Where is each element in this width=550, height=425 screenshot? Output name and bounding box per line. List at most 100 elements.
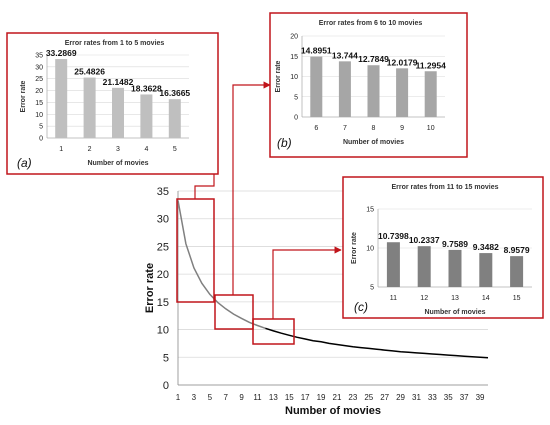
connector-b	[232, 81, 271, 295]
bar	[140, 94, 153, 138]
y-tick-label: 25	[35, 76, 43, 83]
y-axis-title: Error rate	[351, 232, 358, 264]
y-tick-label: 0	[163, 380, 169, 392]
x-tick-label: 7	[343, 125, 347, 132]
x-tick-label: 9	[400, 125, 404, 132]
x-tick-label: 14	[482, 295, 490, 302]
x-tick-label: 3	[116, 146, 120, 153]
panel-label: (a)	[17, 156, 32, 170]
bar-value-label: 25.4826	[74, 67, 105, 77]
bar-value-label: 9.7589	[442, 239, 468, 249]
panel-title: Error rates from 1 to 5 movies	[65, 40, 165, 47]
inset-panel-a: Error rates from 1 to 5 movies0510152025…	[6, 32, 219, 175]
x-tick-label: 15	[285, 393, 294, 402]
y-axis-title: Error rate	[20, 80, 27, 112]
x-axis-title: Number of movies	[424, 309, 485, 316]
panel-title: Error rates from 11 to 15 movies	[392, 184, 499, 191]
bar-value-label: 12.7849	[358, 54, 389, 64]
y-tick-label: 5	[370, 285, 374, 292]
x-tick-label: 11	[390, 295, 397, 302]
y-tick-label: 30	[157, 214, 169, 226]
bar	[83, 77, 96, 138]
highlight-box-b	[214, 294, 254, 330]
inset-panel-b: Error rates from 6 to 10 movies051015201…	[269, 12, 468, 158]
y-tick-label: 10	[157, 325, 169, 337]
x-tick-label: 6	[314, 125, 318, 132]
bar-value-label: 10.7398	[378, 231, 409, 241]
inset-panel-c: Error rates from 11 to 15 movies 5 10 15 10.…	[342, 176, 544, 319]
bar-value-label: 21.1482	[103, 77, 134, 87]
bar-value-label: 33.2869	[46, 48, 77, 58]
panel-title: Error rates from 6 to 10 movies	[319, 20, 423, 27]
bar-value-label: 10.2337	[409, 235, 440, 245]
bar-value-label: 8.9579	[504, 245, 530, 255]
y-tick-label: 0	[39, 136, 43, 143]
error-rate-line-late	[265, 327, 489, 359]
x-tick-label: 7	[223, 393, 228, 402]
x-tick-label: 12	[420, 295, 428, 302]
y-tick-label: 15	[366, 207, 374, 214]
y-tick-label: 20	[157, 269, 169, 281]
y-axis-title: Error rate	[144, 263, 156, 313]
x-tick-label: 39	[476, 393, 485, 402]
y-tick-label: 30	[35, 64, 43, 71]
x-tick-label: 31	[412, 393, 421, 402]
bar	[424, 71, 437, 117]
x-tick-label: 1	[59, 146, 63, 153]
highlight-box-a	[176, 198, 215, 303]
y-tick-label: 10	[35, 112, 43, 119]
bar	[396, 68, 409, 117]
x-tick-label: 23	[348, 393, 357, 402]
bar	[367, 65, 380, 117]
y-tick-label: 5	[39, 124, 43, 131]
y-tick-label: 10	[290, 74, 298, 81]
y-tick-label: 35	[157, 186, 169, 198]
y-tick-label: 20	[35, 88, 43, 95]
y-tick-label: 25	[157, 241, 169, 253]
x-tick-label: 4	[144, 146, 148, 153]
panel-frame	[342, 176, 544, 319]
bar	[310, 56, 323, 117]
y-tick-label: 15	[157, 297, 169, 309]
x-tick-label: 15	[513, 295, 521, 302]
x-tick-label: 5	[173, 146, 177, 153]
y-tick-label: 5	[163, 352, 169, 364]
x-tick-label: 37	[460, 393, 469, 402]
bar	[510, 256, 524, 287]
y-tick-label: 15	[35, 100, 43, 107]
x-tick-label: 25	[364, 393, 373, 402]
bar	[112, 87, 124, 138]
x-tick-label: 5	[208, 393, 213, 402]
bar-value-label: 12.0179	[387, 57, 418, 67]
x-tick-label: 13	[269, 393, 278, 402]
x-tick-label: 2	[88, 146, 92, 153]
bar-value-label: 9.3482	[473, 242, 499, 252]
bar	[417, 246, 431, 287]
x-tick-label: 8	[372, 125, 376, 132]
x-tick-label: 10	[427, 125, 435, 132]
bar-value-label: 11.2954	[416, 60, 447, 70]
error-rate-line-early	[177, 200, 266, 330]
x-tick-label: 3	[192, 393, 197, 402]
bar	[338, 61, 351, 117]
x-tick-label: 33	[428, 393, 437, 402]
x-tick-label: 9	[239, 393, 244, 402]
x-tick-label: 13	[451, 295, 459, 302]
bar	[55, 59, 68, 138]
x-axis-title: Number of movies	[87, 160, 148, 167]
bar	[479, 253, 493, 287]
y-tick-label: 10	[366, 246, 374, 253]
bar	[168, 99, 181, 138]
x-tick-label: 11	[253, 393, 262, 402]
x-tick-label: 27	[380, 393, 389, 402]
bar-value-label: 13.744	[332, 50, 358, 60]
x-tick-label: 21	[333, 393, 342, 402]
x-tick-label: 35	[444, 393, 453, 402]
y-tick-label: 5	[294, 94, 298, 101]
panel-label: (b)	[277, 136, 292, 150]
bar-value-label: 14.8951	[301, 46, 332, 56]
x-tick-label: 19	[317, 393, 326, 402]
bar-value-label: 16.3665	[159, 88, 190, 98]
